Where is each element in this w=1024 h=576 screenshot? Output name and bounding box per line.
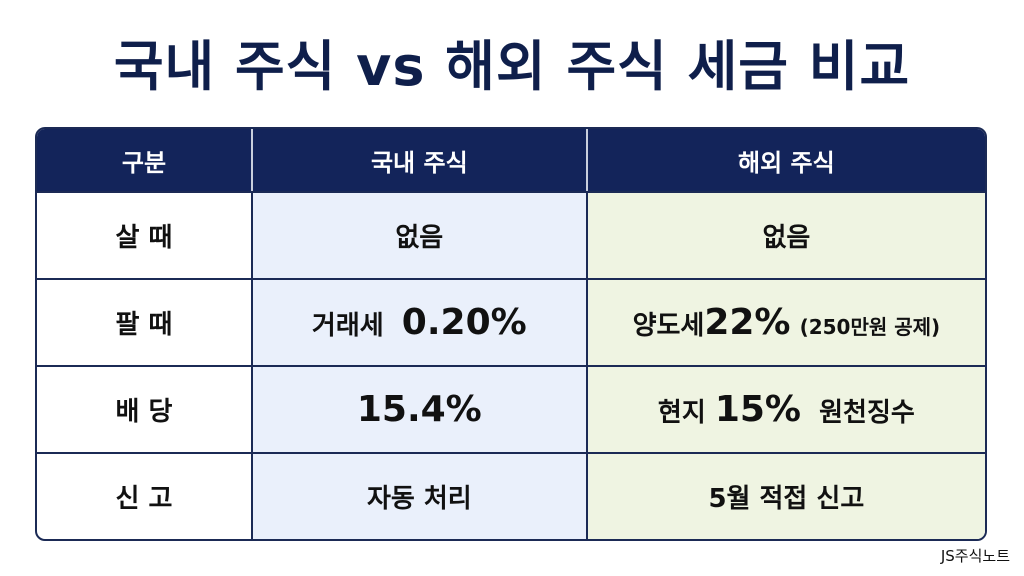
tax-table: 구분 국내 주식 해외 주식 살 때 없음 없음 팔 때 거래세 0.20% 양… bbox=[35, 127, 987, 541]
header-row: 구분 국내 주식 해외 주식 bbox=[37, 129, 985, 191]
row-label: 신 고 bbox=[37, 452, 253, 539]
cell: 거래세 0.20% bbox=[252, 278, 588, 365]
cell-emphasis: 0.20% bbox=[401, 302, 527, 343]
cell: 15.4% bbox=[252, 365, 588, 452]
cell-emphasis: 15.4% bbox=[356, 389, 482, 430]
cell-text: 살 때 bbox=[115, 223, 173, 253]
cell: 없음 bbox=[587, 191, 985, 278]
cell-text: 없음 bbox=[395, 223, 444, 253]
cell-text: 배 당 bbox=[115, 397, 173, 427]
cell-text: 거래세 bbox=[311, 311, 384, 341]
cell-note: (250만원 공제) bbox=[799, 315, 941, 339]
cell-text: 없음 bbox=[762, 223, 811, 253]
footer: JS주식노트 bbox=[940, 547, 1010, 565]
cell: 양도세22% (250만원 공제) bbox=[587, 278, 985, 365]
cell: 자동 처리 bbox=[252, 452, 588, 539]
row-label: 배 당 bbox=[37, 365, 253, 452]
header-cell: 국내 주식 bbox=[252, 129, 588, 191]
cell-text: 신 고 bbox=[115, 484, 173, 514]
cell-text: 원천징수 bbox=[819, 398, 915, 428]
cell-emphasis: 22% bbox=[704, 302, 791, 343]
cell-text: 팔 때 bbox=[115, 310, 173, 340]
row-label: 팔 때 bbox=[37, 278, 253, 365]
title: 국내 주식 vs 해외 주식 세금 비교 bbox=[113, 35, 911, 98]
cell-text: 자동 처리 bbox=[366, 484, 472, 514]
cell-text: 현지 bbox=[657, 398, 706, 428]
cell-emphasis: 15% bbox=[714, 389, 801, 430]
cell: 없음 bbox=[252, 191, 588, 278]
row-label: 살 때 bbox=[37, 191, 253, 278]
row: 신 고 자동 처리 5월 적접 신고 bbox=[37, 452, 985, 539]
cell-text: 5월 적접 신고 bbox=[708, 484, 865, 514]
row: 살 때 없음 없음 bbox=[37, 191, 985, 278]
header-cell: 구분 bbox=[37, 129, 253, 191]
cell-text: 양도세 bbox=[632, 311, 705, 341]
header-cell: 해외 주식 bbox=[587, 129, 985, 191]
cell: 5월 적접 신고 bbox=[587, 452, 985, 539]
row: 배 당 15.4% 현지 15% 원천징수 bbox=[37, 365, 985, 452]
row: 팔 때 거래세 0.20% 양도세22% (250만원 공제) bbox=[37, 278, 985, 365]
cell: 현지 15% 원천징수 bbox=[587, 365, 985, 452]
